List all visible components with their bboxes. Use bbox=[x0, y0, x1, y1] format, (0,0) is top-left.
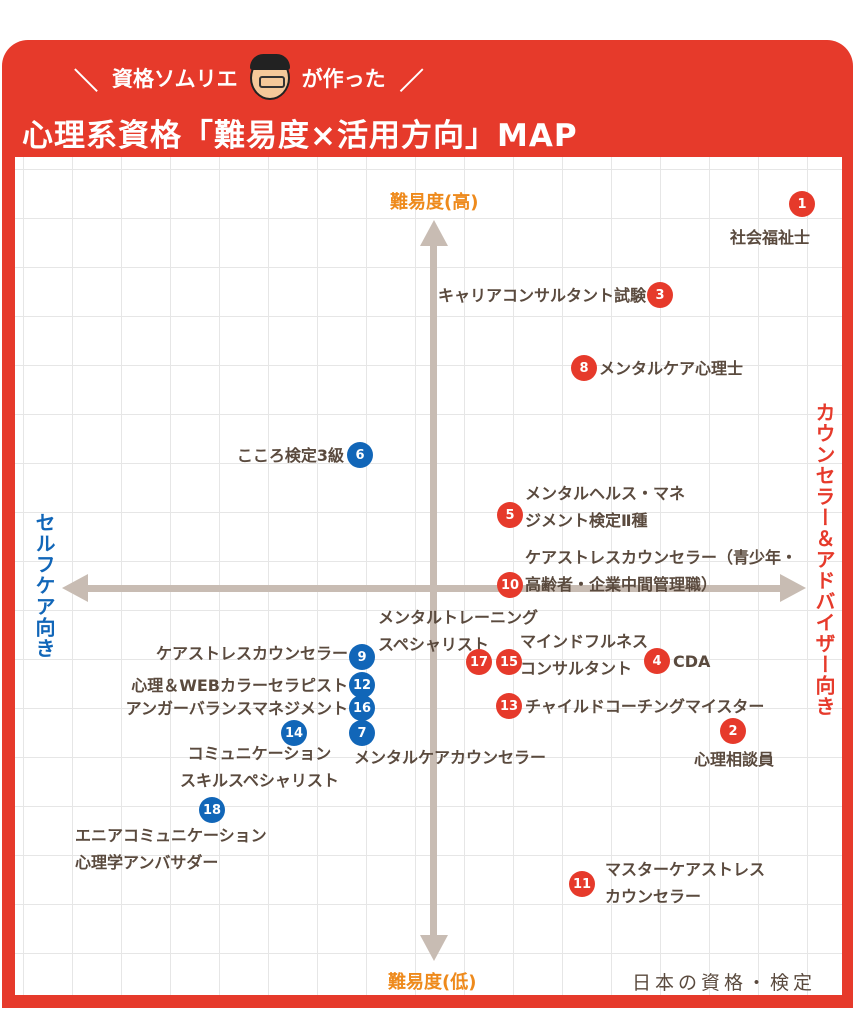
item-label-2: 心理相談員 bbox=[694, 746, 774, 773]
axis-top-label: 難易度(高) bbox=[390, 192, 479, 213]
label-line: エニアコミュニケーション bbox=[75, 826, 267, 845]
marker-2: 2 bbox=[720, 718, 746, 744]
item-label-13: チャイルドコーチングマイスター bbox=[525, 693, 764, 720]
label-line: チャイルドコーチングマイスター bbox=[525, 697, 765, 716]
axis-bottom-label: 難易度(低) bbox=[388, 972, 477, 993]
arrow-up-icon bbox=[420, 220, 448, 246]
label-line: 心理＆WEBカラーセラピスト bbox=[131, 676, 348, 695]
spark-icon: ／ bbox=[399, 66, 424, 95]
map-panel bbox=[15, 157, 842, 995]
sommelier-face-icon bbox=[249, 54, 290, 100]
label-line: コミュニケーション bbox=[187, 744, 332, 763]
marker-5: 5 bbox=[497, 502, 523, 528]
axis-left-label: セルフケア向き bbox=[32, 512, 56, 659]
marker-15: 15 bbox=[496, 649, 522, 675]
item-label-7: メンタルケアカウンセラー bbox=[354, 744, 546, 771]
item-label-15: マインドフルネス コンサルタント bbox=[520, 628, 648, 682]
marker-14: 14 bbox=[281, 720, 307, 746]
spark-icon: ＼ bbox=[74, 66, 98, 95]
item-label-8: メンタルケア心理士 bbox=[599, 355, 743, 382]
label-line: メンタルヘルス・マネ bbox=[525, 484, 686, 503]
label-line: 心理相談員 bbox=[694, 750, 775, 769]
label-line: マスターケアストレス bbox=[605, 860, 766, 879]
label-line: マインドフルネス bbox=[520, 632, 649, 651]
label-line: メンタルケアカウンセラー bbox=[354, 748, 547, 767]
label-line: コンサルタント bbox=[520, 659, 633, 678]
label-line: メンタルトレーニング bbox=[378, 608, 539, 627]
arrow-right-icon bbox=[780, 574, 806, 602]
arrow-left-icon bbox=[62, 574, 88, 602]
label-line: アンガーバランスマネジメント bbox=[125, 699, 348, 718]
page-title: 心理系資格「難易度×活用方向」MAP bbox=[22, 118, 578, 154]
marker-17: 17 bbox=[466, 649, 492, 675]
subtitle-left: 資格ソムリエ bbox=[112, 67, 238, 91]
marker-12: 12 bbox=[349, 672, 375, 698]
label-line: ケアストレスカウンセラー bbox=[155, 644, 348, 663]
item-label-4: CDA bbox=[673, 648, 710, 675]
item-label-12: 心理＆WEBカラーセラピスト bbox=[131, 672, 348, 699]
marker-4: 4 bbox=[644, 648, 670, 674]
label-line: CDA bbox=[673, 652, 711, 671]
label-line: カウンセラー bbox=[605, 887, 702, 906]
label-line: 心理学アンバサダー bbox=[75, 853, 219, 872]
label-line: スペシャリスト bbox=[378, 635, 489, 654]
item-label-9: ケアストレスカウンセラー bbox=[156, 640, 348, 667]
item-label-18: エニアコミュニケーション 心理学アンバサダー bbox=[75, 822, 267, 876]
label-line: スキルスペシャリスト bbox=[180, 771, 339, 790]
item-label-6: こころ検定3級 bbox=[237, 442, 344, 469]
horizontal-axis bbox=[75, 585, 785, 592]
marker-7: 7 bbox=[349, 720, 375, 746]
marker-1: 1 bbox=[789, 191, 815, 217]
label-line: 高齢者・企業中間管理職） bbox=[525, 575, 718, 594]
item-label-5: メンタルヘルス・マネ ジメント検定Ⅱ種 bbox=[525, 480, 685, 534]
label-line: 社会福祉士 bbox=[730, 228, 811, 247]
marker-10: 10 bbox=[497, 572, 523, 598]
label-line: キャリアコンサルタント試験 bbox=[437, 286, 646, 305]
marker-13: 13 bbox=[496, 693, 522, 719]
label-line: メンタルケア心理士 bbox=[599, 359, 744, 378]
item-label-14: コミュニケーション スキルスペシャリスト bbox=[180, 740, 339, 794]
item-label-10: ケアストレスカウンセラー（青少年・ 高齢者・企業中間管理職） bbox=[525, 544, 797, 598]
item-label-17: メンタルトレーニング スペシャリスト bbox=[378, 604, 538, 658]
marker-3: 3 bbox=[647, 282, 673, 308]
site-logo: 日本の資格・検定 bbox=[632, 972, 817, 994]
label-line: ジメント検定Ⅱ種 bbox=[525, 511, 648, 530]
arrow-down-icon bbox=[420, 935, 448, 961]
axis-right-label: カウンセラー＆アドバイザー向き bbox=[812, 402, 836, 717]
label-line: ケアストレスカウンセラー（青少年・ bbox=[525, 548, 798, 567]
marker-8: 8 bbox=[571, 355, 597, 381]
item-label-1: 社会福祉士 bbox=[730, 224, 810, 251]
marker-18: 18 bbox=[199, 797, 225, 823]
marker-6: 6 bbox=[347, 442, 373, 468]
marker-11: 11 bbox=[569, 871, 595, 897]
item-label-16: アンガーバランスマネジメント bbox=[126, 695, 348, 722]
subtitle: ＼ 資格ソムリエ が作った ／ bbox=[60, 54, 438, 100]
item-label-11: マスターケアストレス カウンセラー bbox=[605, 856, 765, 910]
marker-9: 9 bbox=[349, 644, 375, 670]
marker-16: 16 bbox=[349, 695, 375, 721]
item-label-3: キャリアコンサルタント試験 bbox=[438, 282, 646, 309]
subtitle-right: が作った bbox=[301, 67, 386, 91]
label-line: こころ検定3級 bbox=[236, 446, 344, 465]
